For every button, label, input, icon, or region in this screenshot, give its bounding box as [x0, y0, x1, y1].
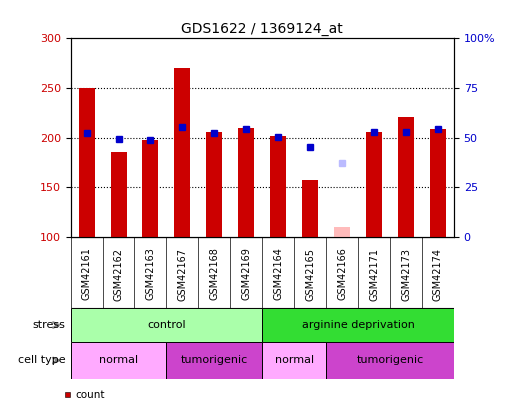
Bar: [302, 180, 318, 237]
Text: tumorigenic: tumorigenic: [181, 356, 248, 365]
Text: GSM42165: GSM42165: [305, 247, 315, 301]
Bar: [262, 308, 454, 342]
Bar: [207, 132, 222, 237]
Bar: [166, 342, 262, 379]
Bar: [110, 151, 127, 237]
Text: GSM42161: GSM42161: [82, 247, 92, 301]
Bar: [326, 342, 454, 379]
Bar: [71, 308, 262, 342]
Text: normal: normal: [99, 356, 138, 365]
Text: GSM42169: GSM42169: [241, 247, 252, 301]
Text: control: control: [147, 320, 186, 330]
Text: tumorigenic: tumorigenic: [357, 356, 424, 365]
Bar: [430, 129, 446, 237]
Text: GSM42167: GSM42167: [177, 247, 187, 301]
Title: GDS1622 / 1369124_at: GDS1622 / 1369124_at: [181, 22, 343, 36]
Bar: [270, 136, 286, 237]
Bar: [398, 117, 414, 237]
Bar: [262, 342, 326, 379]
Text: normal: normal: [275, 356, 314, 365]
Text: GSM42171: GSM42171: [369, 247, 379, 301]
Text: count: count: [75, 390, 105, 400]
Bar: [142, 140, 158, 237]
Bar: [366, 132, 382, 237]
Bar: [78, 88, 95, 237]
Bar: [238, 128, 254, 237]
Bar: [175, 68, 190, 237]
Bar: [334, 227, 350, 237]
Bar: [71, 342, 166, 379]
Text: cell type: cell type: [18, 356, 65, 365]
Text: GSM42164: GSM42164: [273, 247, 283, 301]
Text: GSM42174: GSM42174: [433, 247, 443, 301]
Text: GSM42173: GSM42173: [401, 247, 411, 301]
Text: stress: stress: [32, 320, 65, 330]
Text: GSM42166: GSM42166: [337, 247, 347, 301]
Text: arginine deprivation: arginine deprivation: [302, 320, 415, 330]
Text: GSM42163: GSM42163: [145, 247, 155, 301]
Text: GSM42162: GSM42162: [113, 247, 123, 301]
Text: GSM42168: GSM42168: [209, 247, 219, 301]
